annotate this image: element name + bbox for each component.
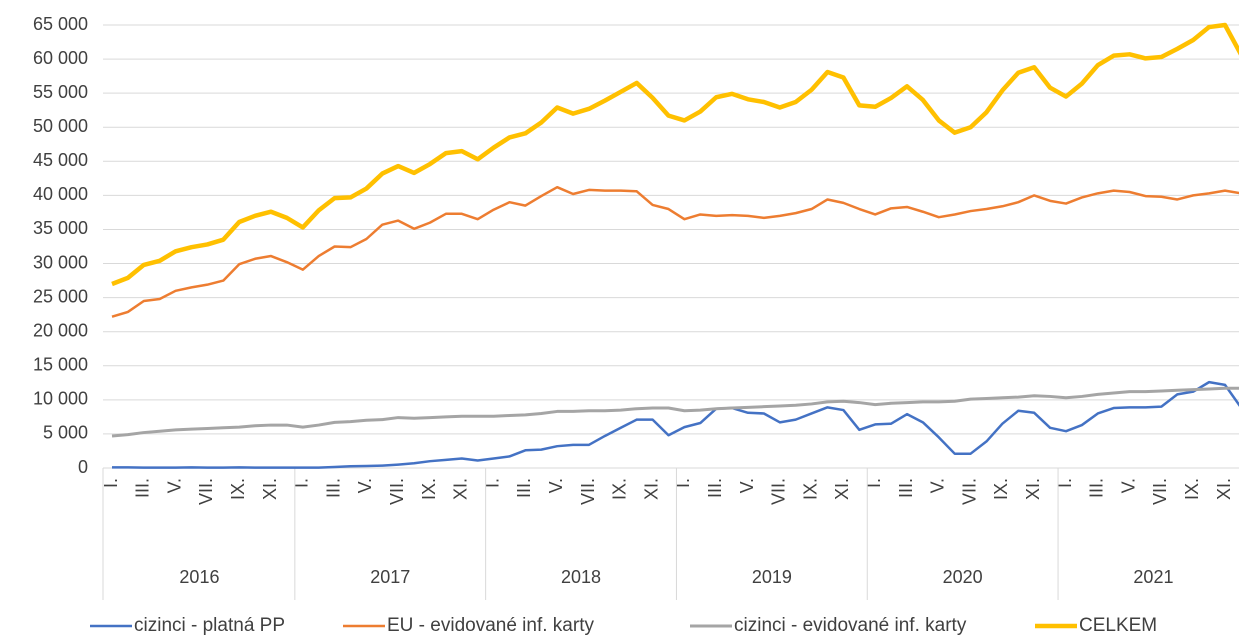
- x-tick-label: XI.: [832, 478, 852, 500]
- y-tick-label: 30 000: [33, 252, 88, 272]
- year-label: 2016: [179, 567, 219, 587]
- series-line: [111, 22, 1239, 287]
- year-label: 2018: [561, 567, 601, 587]
- y-tick-label: 25 000: [33, 286, 88, 306]
- x-tick-label: I.: [482, 478, 502, 488]
- x-tick-label: IX.: [991, 478, 1011, 500]
- x-tick-label: XI.: [641, 478, 661, 500]
- x-tick-label: VII.: [1150, 478, 1170, 505]
- x-tick-label: XI.: [451, 478, 471, 500]
- x-tick-label: V.: [928, 478, 948, 493]
- legend-label: CELKEM: [1079, 615, 1157, 636]
- series-line: [112, 380, 1239, 469]
- x-tick-label: III.: [896, 478, 916, 498]
- legend-label: EU - evidované inf. karty: [387, 615, 594, 636]
- y-tick-label: 40 000: [33, 184, 88, 204]
- x-tick-label: I.: [101, 478, 121, 488]
- x-tick-label: VII.: [578, 478, 598, 505]
- x-tick-label: V.: [737, 478, 757, 493]
- y-tick-label: 35 000: [33, 218, 88, 238]
- x-tick-label: IX.: [610, 478, 630, 500]
- x-tick-label: IX.: [800, 478, 820, 500]
- year-label: 2019: [752, 567, 792, 587]
- year-label: 2021: [1133, 567, 1173, 587]
- y-tick-label: 65 000: [33, 14, 88, 34]
- year-label: 2017: [370, 567, 410, 587]
- y-tick-label: 20 000: [33, 320, 88, 340]
- y-tick-label: 60 000: [33, 48, 88, 68]
- series-line: [111, 386, 1239, 438]
- y-tick-label: 45 000: [33, 150, 88, 170]
- x-tick-label: I.: [864, 478, 884, 488]
- x-tick-label: IX.: [228, 478, 248, 500]
- x-tick-label: XI.: [1023, 478, 1043, 500]
- year-label: 2020: [943, 567, 983, 587]
- x-tick-label: III.: [133, 478, 153, 498]
- x-tick-label: V.: [546, 478, 566, 493]
- x-tick-label: III.: [514, 478, 534, 498]
- series-line: [111, 185, 1239, 318]
- y-tick-label: 50 000: [33, 116, 88, 136]
- x-tick-label: I.: [292, 478, 312, 488]
- legend-label: cizinci - evidované inf. karty: [734, 615, 967, 636]
- x-tick-label: VII.: [387, 478, 407, 505]
- x-tick-label: VII.: [769, 478, 789, 505]
- x-tick-label: V.: [355, 478, 375, 493]
- x-tick-label: XI.: [1214, 478, 1234, 500]
- x-tick-label: XI.: [260, 478, 280, 500]
- y-tick-label: 10 000: [33, 389, 88, 409]
- x-tick-label: VII.: [196, 478, 216, 505]
- legend-label: cizinci - platná PP: [134, 615, 285, 636]
- x-tick-label: VII.: [959, 478, 979, 505]
- y-tick-label: 0: [78, 457, 88, 477]
- y-tick-label: 55 000: [33, 82, 88, 102]
- x-tick-label: I.: [673, 478, 693, 488]
- x-tick-label: III.: [705, 478, 725, 498]
- x-tick-label: IX.: [419, 478, 439, 500]
- x-tick-label: V.: [164, 478, 184, 493]
- x-tick-label: I.: [1055, 478, 1075, 488]
- x-tick-label: III.: [323, 478, 343, 498]
- x-tick-label: V.: [1118, 478, 1138, 493]
- x-tick-label: IX.: [1182, 478, 1202, 500]
- y-tick-label: 15 000: [33, 355, 88, 375]
- x-tick-label: III.: [1087, 478, 1107, 498]
- y-tick-label: 5 000: [43, 423, 88, 443]
